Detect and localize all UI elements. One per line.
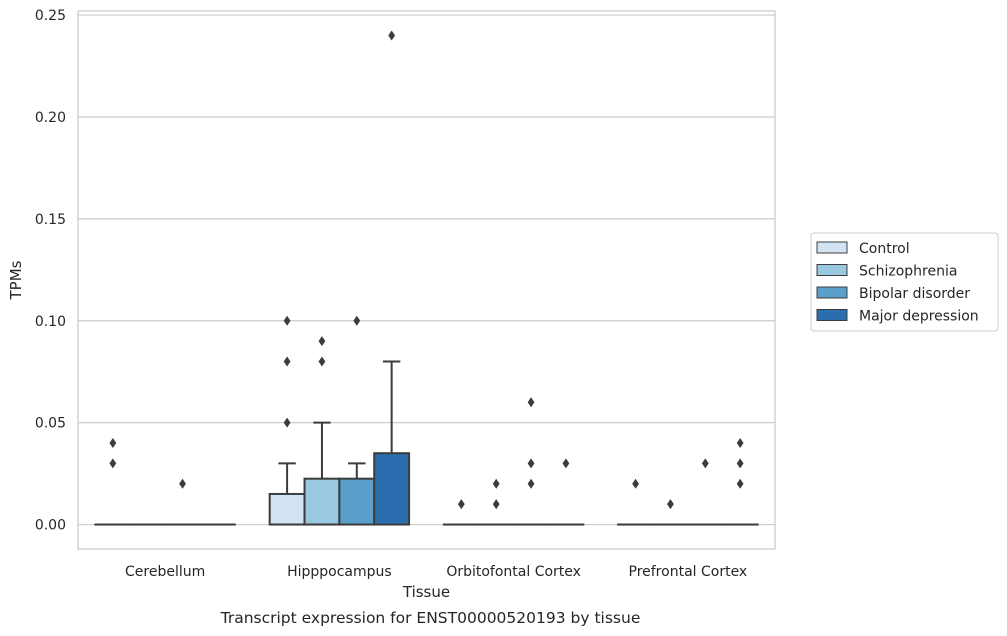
legend-label: Schizophrenia bbox=[859, 264, 957, 280]
outlier-point bbox=[736, 438, 744, 449]
outlier-point bbox=[736, 478, 744, 489]
outlier-point bbox=[353, 315, 361, 326]
x-axis-title: Tissue bbox=[402, 583, 450, 601]
y-tick-label: 0.00 bbox=[35, 518, 66, 534]
box-group bbox=[512, 397, 550, 526]
legend-frame bbox=[810, 232, 999, 332]
outlier-point bbox=[527, 397, 535, 408]
box-group bbox=[268, 315, 306, 526]
box-plot-layer bbox=[94, 30, 759, 526]
outlier-point bbox=[527, 458, 535, 469]
outlier-point bbox=[109, 438, 117, 449]
box-group bbox=[303, 336, 341, 526]
box-group bbox=[94, 438, 132, 526]
y-tick-label: 0.25 bbox=[35, 8, 66, 24]
x-tick-label: Orbitofontal Cortex bbox=[446, 564, 581, 580]
legend-swatch bbox=[816, 241, 848, 254]
outlier-point bbox=[562, 458, 570, 469]
outlier-point bbox=[492, 478, 500, 489]
box-group bbox=[721, 438, 759, 526]
x-tick-label: Hipppocampus bbox=[287, 564, 392, 580]
gridlines bbox=[78, 14, 775, 526]
box-group bbox=[442, 499, 480, 526]
box bbox=[268, 492, 306, 526]
outlier-point bbox=[492, 499, 500, 510]
legend: Control Schizophrenia Bipolar disorder Majo… bbox=[810, 232, 999, 332]
box-group bbox=[477, 478, 515, 526]
outlier-point bbox=[318, 356, 326, 367]
outlier-point bbox=[632, 478, 639, 489]
box bbox=[338, 477, 376, 526]
x-tick-label: Cerebellum bbox=[125, 564, 205, 580]
outlier-point bbox=[701, 458, 709, 469]
outlier-point bbox=[457, 499, 465, 510]
outlier-point bbox=[388, 30, 396, 41]
box-group bbox=[338, 315, 376, 526]
outlier-point bbox=[283, 315, 291, 326]
box-group bbox=[164, 478, 201, 526]
box-group bbox=[686, 458, 724, 526]
outlier-point bbox=[667, 499, 674, 510]
legend-swatch bbox=[816, 309, 848, 321]
y-tick-label: 0.20 bbox=[35, 110, 66, 126]
box-group bbox=[617, 478, 655, 526]
legend-label: Bipolar disorder bbox=[859, 286, 970, 302]
box bbox=[303, 477, 341, 526]
y-tick-label: 0.05 bbox=[35, 416, 66, 432]
outlier-point bbox=[179, 478, 186, 489]
legend-swatch bbox=[816, 286, 848, 299]
outlier-point bbox=[736, 458, 744, 469]
legend-swatch bbox=[816, 264, 848, 276]
outlier-point bbox=[283, 417, 291, 428]
box-group bbox=[652, 499, 689, 526]
legend-label: Major depression bbox=[859, 309, 979, 325]
y-tick-label: 0.15 bbox=[35, 212, 66, 228]
box bbox=[373, 452, 411, 526]
x-tick-labels: Cerebellum Hipppocampus Orbitofontal Corte… bbox=[125, 564, 747, 580]
outlier-point bbox=[109, 458, 117, 469]
plot-frame bbox=[77, 10, 776, 550]
chart-caption: Transcript expression for ENST0000052019… bbox=[220, 609, 641, 627]
y-tick-label: 0.10 bbox=[35, 314, 66, 330]
x-tick-label: Prefrontal Cortex bbox=[629, 564, 748, 580]
box-group bbox=[547, 458, 585, 526]
outlier-point bbox=[318, 336, 326, 347]
outlier-point bbox=[527, 478, 535, 489]
box-group bbox=[373, 30, 411, 526]
legend-label: Control bbox=[859, 241, 910, 257]
y-axis-title: TPMs bbox=[7, 260, 25, 300]
outlier-point bbox=[283, 356, 291, 367]
y-tick-labels: 0.00 0.05 0.10 0.15 0.20 0.25 bbox=[35, 8, 66, 533]
